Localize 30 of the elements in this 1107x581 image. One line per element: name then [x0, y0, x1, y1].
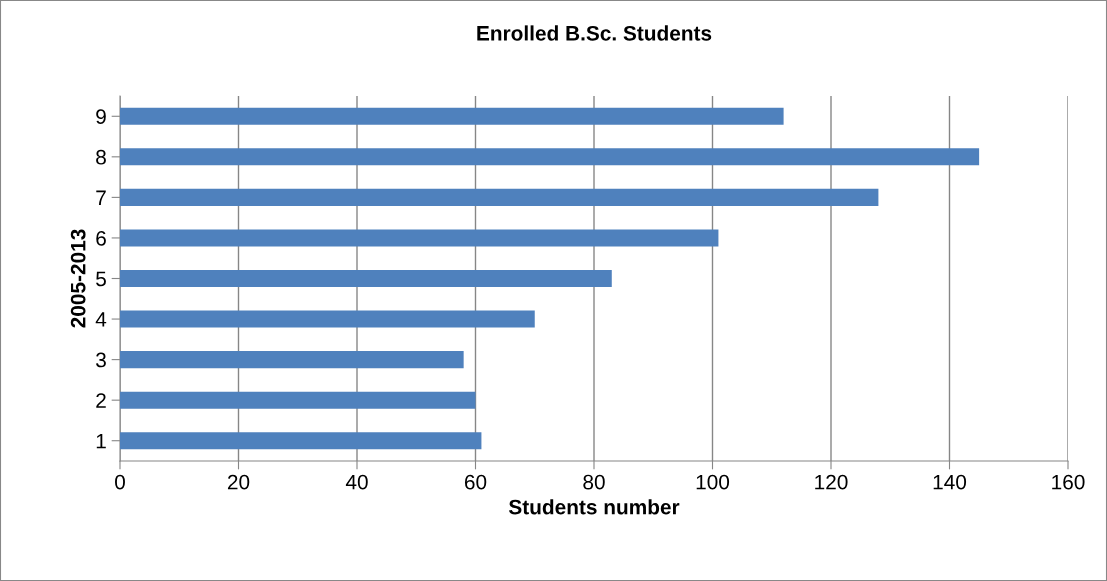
bar [120, 432, 482, 450]
bar [120, 148, 980, 166]
y-tick-label: 8 [96, 149, 106, 165]
x-tick-label: 140 [933, 474, 967, 490]
x-tick-label: 0 [115, 474, 125, 490]
x-tick-label: 60 [464, 474, 487, 490]
bar [120, 310, 535, 328]
x-axis-title: Students number [508, 499, 680, 515]
x-tick-label: 40 [345, 474, 368, 490]
y-tick-label: 6 [96, 230, 106, 246]
y-tick-label: 5 [96, 271, 106, 287]
y-tick-label: 4 [95, 312, 107, 327]
x-tick-label: 20 [227, 474, 250, 490]
bar [120, 229, 719, 247]
bar [120, 391, 476, 409]
x-tick-label: 160 [1052, 474, 1085, 490]
bar [120, 188, 879, 206]
y-axis-title: 2005-2013 [70, 229, 86, 328]
x-tick-label: 120 [815, 474, 848, 490]
chart-title: Enrolled B.Sc. Students [477, 25, 712, 41]
bar [120, 107, 784, 125]
y-tick-label: 1 [96, 433, 106, 449]
bar [120, 351, 464, 369]
y-tick-label: 7 [96, 190, 106, 205]
y-tick-label: 3 [96, 352, 106, 368]
y-tick-label: 9 [96, 109, 106, 125]
x-tick-label: 100 [696, 474, 730, 490]
bar [120, 269, 612, 288]
y-tick-label: 2 [96, 393, 106, 408]
x-tick-label: 80 [583, 474, 605, 490]
